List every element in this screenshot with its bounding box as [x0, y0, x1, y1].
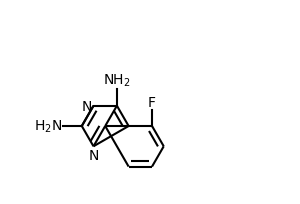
Text: H$_2$N: H$_2$N	[34, 118, 62, 135]
Text: N: N	[82, 99, 92, 113]
Text: F: F	[148, 95, 156, 109]
Text: NH$_2$: NH$_2$	[103, 73, 131, 89]
Text: N: N	[88, 148, 99, 162]
